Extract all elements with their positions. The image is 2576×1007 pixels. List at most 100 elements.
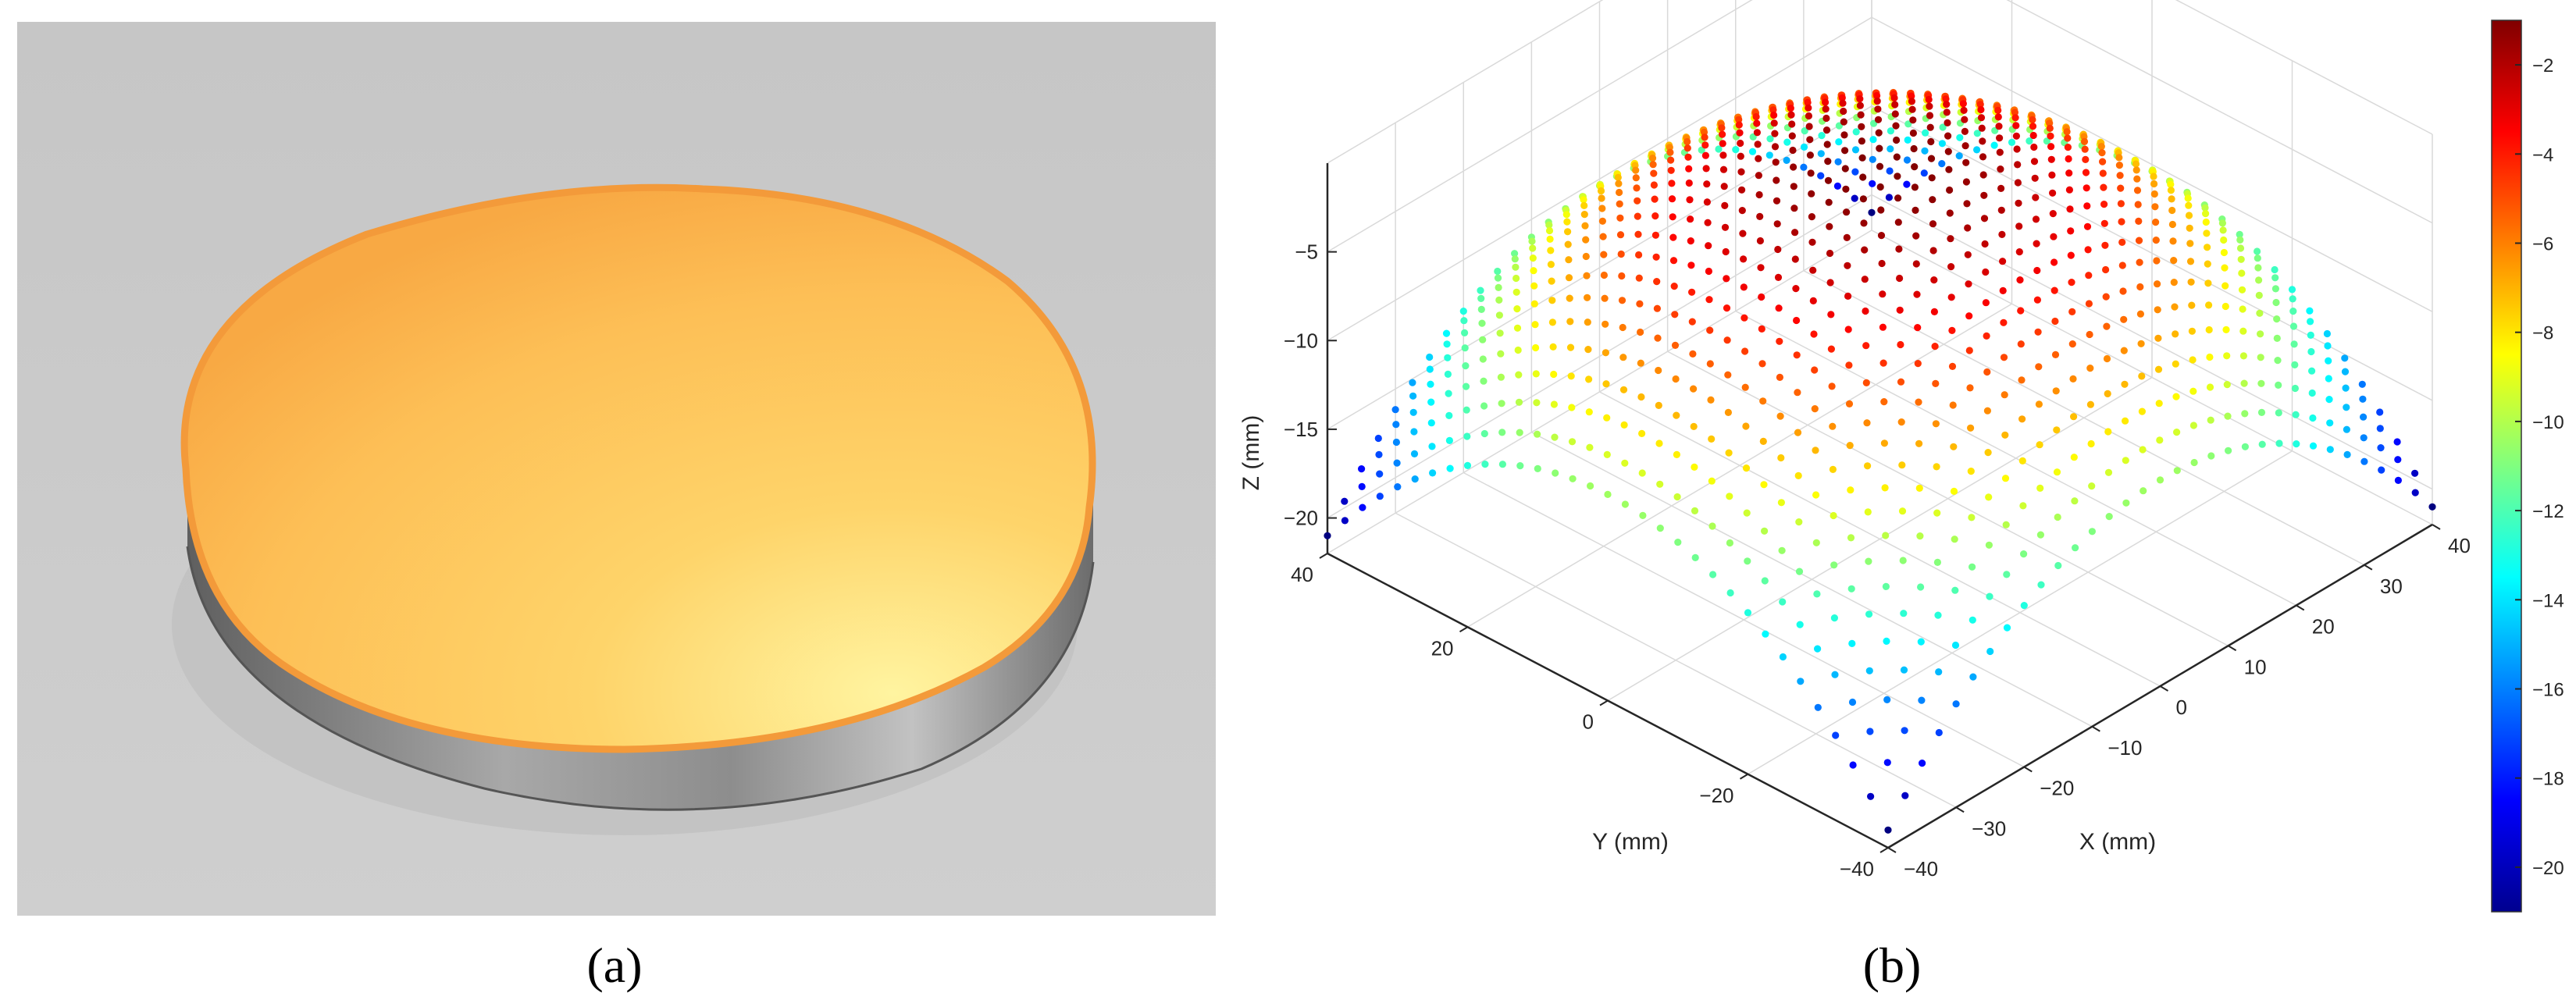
data-point (1846, 442, 1854, 450)
data-point (1564, 240, 1572, 248)
data-point (1683, 144, 1691, 152)
x-tick-label: −40 (1904, 857, 1938, 881)
data-point (2237, 255, 2245, 263)
data-point (1719, 151, 1727, 159)
data-point (2029, 131, 2037, 140)
data-point (1685, 165, 1693, 173)
data-point (2239, 327, 2247, 335)
data-point (1375, 450, 1383, 459)
data-point (1908, 105, 1916, 113)
data-point (1849, 761, 1857, 769)
data-point (2067, 227, 2075, 235)
data-point (1545, 221, 1553, 229)
y-tick-label: 20 (1431, 636, 1454, 660)
y-tick-label: 0 (1583, 710, 1594, 734)
data-point (2085, 272, 2093, 279)
data-point (2136, 283, 2144, 291)
data-point (2360, 457, 2368, 465)
data-point (1876, 144, 1883, 152)
x-tick-mark (2432, 524, 2441, 530)
panel-a-render (17, 22, 1216, 916)
data-point (1617, 250, 1625, 258)
lens-bottom-edge (186, 546, 1095, 811)
data-point (1600, 251, 1608, 258)
data-point (1977, 114, 1986, 122)
data-point (2290, 340, 2298, 348)
data-point (2185, 212, 2193, 219)
data-point (1994, 113, 2002, 121)
data-point (1532, 343, 1540, 352)
data-point (1963, 200, 1971, 208)
grid-line (1327, 0, 1753, 253)
data-point (1587, 482, 1594, 490)
data-point (1671, 311, 1679, 318)
data-point (1927, 137, 1935, 146)
data-point (1917, 638, 1925, 646)
data-point (2036, 531, 2044, 539)
data-point (1800, 143, 1808, 151)
data-point (1442, 329, 1451, 337)
data-point (1848, 698, 1857, 706)
data-point (1702, 165, 1710, 173)
data-point (1814, 703, 1822, 711)
data-point (1741, 347, 1749, 355)
data-point (1801, 127, 1808, 135)
data-point (2013, 145, 2021, 153)
data-point (1770, 111, 1778, 119)
data-point (2167, 187, 2175, 194)
data-point (1758, 360, 1766, 368)
x-tick-label: −30 (1972, 817, 2006, 840)
data-point (1688, 318, 1696, 326)
data-point (2289, 322, 2298, 330)
data-point (1719, 130, 1726, 138)
data-point (1848, 639, 1856, 648)
data-point (1687, 262, 1695, 269)
data-point (2134, 201, 2142, 208)
data-point (1894, 219, 1902, 226)
data-point (1480, 429, 1488, 438)
data-point (2000, 354, 2008, 361)
data-point (1933, 558, 1941, 567)
x-tick-mark (1887, 847, 1897, 853)
data-point (2115, 154, 2123, 162)
panel-b-label: (b) (1863, 938, 1922, 993)
data-point (1674, 539, 1682, 546)
data-point (1913, 290, 1921, 298)
data-point (1477, 286, 1484, 294)
data-point (2189, 387, 2197, 395)
data-point (2207, 416, 2214, 424)
data-point (1668, 195, 1676, 203)
data-point (1534, 430, 1541, 438)
x-tick-mark (2091, 725, 2100, 732)
data-point (2104, 468, 2113, 476)
data-point (2139, 446, 2147, 454)
data-point (1669, 213, 1676, 221)
data-point (1760, 481, 1768, 489)
data-point (2100, 201, 2108, 208)
data-point (1882, 532, 1890, 539)
data-point (2172, 393, 2180, 400)
data-point (1787, 105, 1794, 112)
data-point (1792, 285, 1800, 293)
data-point (1755, 155, 1762, 162)
data-point (2376, 425, 2384, 432)
data-point (2343, 425, 2350, 433)
data-point (1827, 311, 1835, 318)
data-point (1585, 408, 1593, 416)
data-point (1462, 383, 1470, 390)
data-point (1892, 122, 1900, 130)
data-point (1667, 156, 1675, 164)
data-point (2102, 293, 2110, 301)
data-point (1935, 728, 1943, 737)
data-point (2343, 404, 2350, 411)
data-point (1719, 140, 1726, 148)
data-point (1943, 101, 1951, 109)
data-point (2018, 376, 2026, 384)
data-point (1817, 150, 1825, 158)
data-point (1512, 263, 1520, 271)
data-point (1960, 106, 1968, 114)
data-point (1563, 218, 1571, 226)
data-point (1757, 264, 1765, 272)
data-point (1832, 731, 1840, 739)
z-tick-label: −10 (1284, 329, 1318, 352)
